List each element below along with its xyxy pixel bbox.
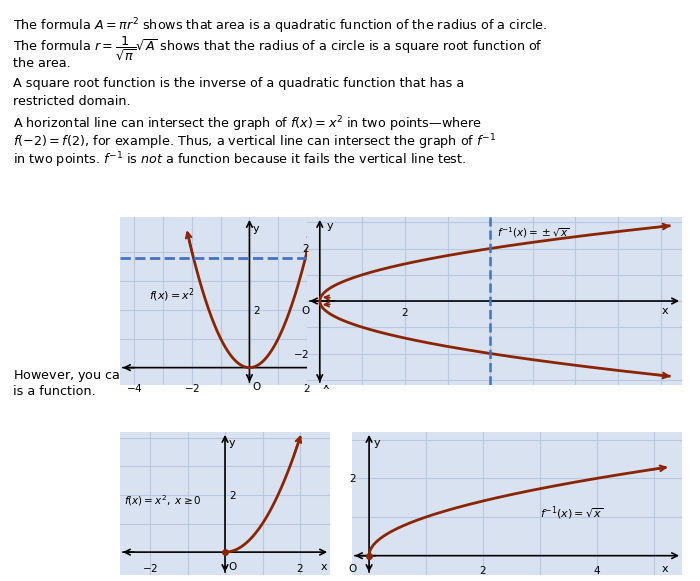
Text: y: y (326, 221, 332, 231)
Text: $-2$: $-2$ (184, 382, 200, 394)
Text: $2$: $2$ (303, 382, 311, 394)
Text: x: x (662, 306, 668, 316)
Text: y: y (374, 438, 380, 448)
Text: y: y (253, 224, 260, 234)
Text: $2$: $2$ (302, 242, 309, 254)
Text: $2$: $2$ (229, 489, 237, 501)
Text: The formula $A = \pi r^2$ shows that area is a quadratic function of the radius : The formula $A = \pi r^2$ shows that are… (13, 16, 547, 36)
Text: $f(x) = x^2,\ x \geq 0$: $f(x) = x^2,\ x \geq 0$ (124, 493, 202, 508)
Text: O: O (349, 564, 356, 574)
Text: A horizontal line can intersect the graph of $f(x) = x^2$ in two points—where: A horizontal line can intersect the grap… (13, 114, 482, 134)
Text: $f(x) = x^2$: $f(x) = x^2$ (149, 286, 195, 304)
Text: x: x (662, 564, 668, 574)
Text: $-2$: $-2$ (293, 347, 309, 360)
Text: $2$: $2$ (253, 304, 260, 315)
Text: O: O (301, 306, 309, 315)
Text: $f(-2) = f(2)$, for example. Thus, a vertical line can intersect the graph of $f: $f(-2) = f(2)$, for example. Thus, a ver… (13, 132, 496, 152)
Text: is a function.: is a function. (13, 385, 95, 398)
Text: $4$: $4$ (593, 564, 601, 576)
Text: $-2$: $-2$ (142, 562, 158, 574)
Text: O: O (229, 562, 237, 572)
Text: x: x (321, 562, 328, 572)
Text: the area.: the area. (13, 57, 70, 70)
Text: restricted domain.: restricted domain. (13, 95, 130, 107)
Text: $2$: $2$ (479, 564, 486, 576)
Text: The formula $r = \dfrac{1}{\sqrt{\pi}}\sqrt{A}$ shows that the radius of a circl: The formula $r = \dfrac{1}{\sqrt{\pi}}\s… (13, 35, 542, 63)
Text: $f^{-1}(x) = \pm\sqrt{x}$: $f^{-1}(x) = \pm\sqrt{x}$ (496, 225, 569, 240)
Text: $f^{-1}(x) = \sqrt{x}$: $f^{-1}(x) = \sqrt{x}$ (540, 504, 603, 522)
Text: However, you can restrict the domain of $f$ so that the inverse of the restricte: However, you can restrict the domain of … (13, 367, 567, 384)
Text: x: x (323, 381, 329, 390)
Text: A square root function is the inverse of a quadratic function that has a: A square root function is the inverse of… (13, 77, 464, 89)
Text: y: y (229, 437, 235, 448)
Text: $-4$: $-4$ (126, 382, 143, 394)
Text: O: O (252, 382, 260, 392)
Text: $2$: $2$ (401, 306, 409, 318)
Text: in two points. $f^{-1}$ is $\mathit{not}$ a function because it fails the vertic: in two points. $f^{-1}$ is $\mathit{not}… (13, 150, 466, 170)
Text: $2$: $2$ (296, 562, 304, 574)
Text: $2$: $2$ (349, 472, 356, 485)
